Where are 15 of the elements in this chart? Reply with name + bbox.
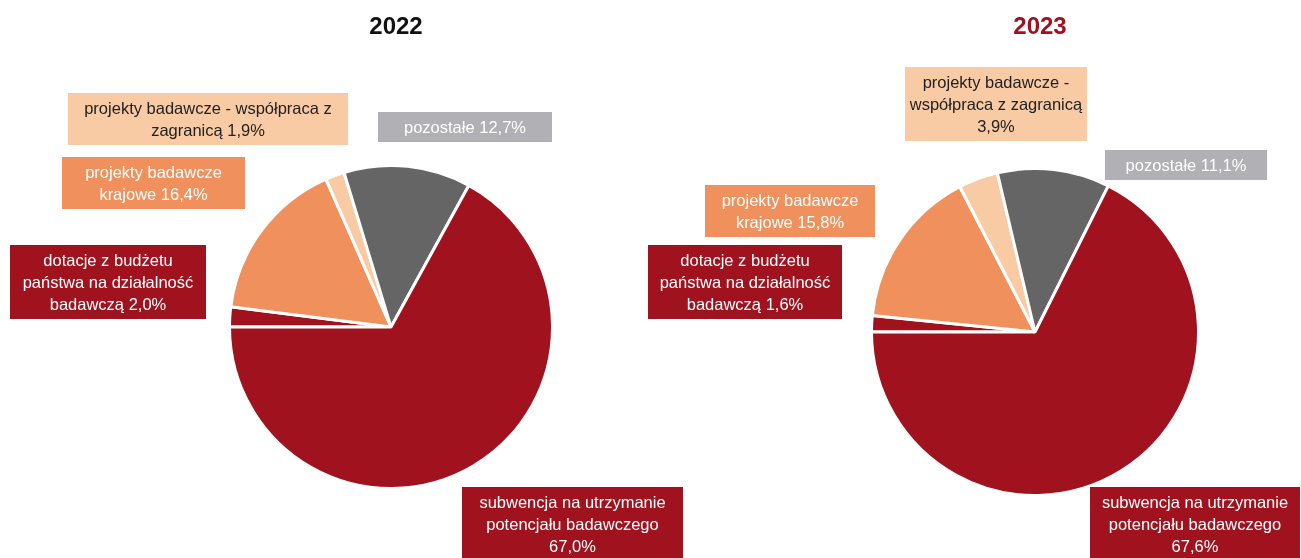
slice-label: projekty badawcze krajowe 16,4%: [62, 157, 245, 209]
slice-label: dotacje z budżetu państwa na działalność badawczą 2,0%: [10, 245, 206, 319]
slice-label: subwencja na utrzymanie potencjału badawczego: [1101, 493, 1289, 533]
data-label: 67,0%: [549, 537, 596, 555]
slice-label: projekty badawcze - współpraca z zagranicą 1,9%: [68, 93, 348, 145]
data-label: 67,6%: [1171, 537, 1219, 555]
slice-label: projekty badawcze krajowe 15,8%: [705, 185, 875, 237]
chart-title: 2023: [1012, 12, 1068, 40]
slice-label: projekty badawcze - współpraca z zagranicą: [909, 73, 1083, 113]
slice-label: subwencja na utrzymanie potencjału badawczego: [479, 493, 666, 533]
chart-title: 2022: [368, 12, 424, 40]
slice-label: pozostałe 12,7%: [378, 112, 552, 142]
slice-label: pozostałe 11,1%: [1105, 150, 1267, 180]
data-label: 3,9%: [977, 117, 1015, 135]
slice-label: dotacje z budżetu państwa na działalność badawczą 1,6%: [648, 245, 842, 319]
